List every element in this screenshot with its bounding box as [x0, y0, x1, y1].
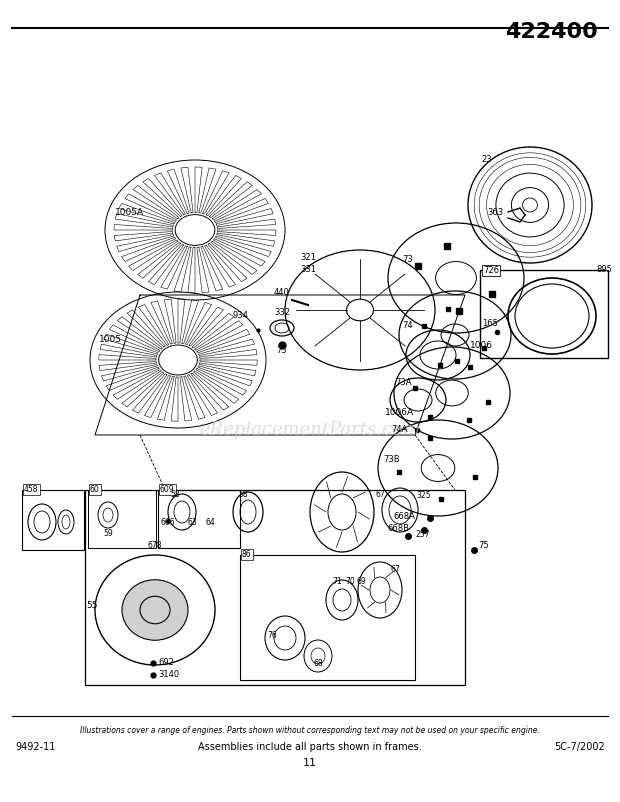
Text: 440: 440 — [274, 288, 290, 297]
Text: 55: 55 — [86, 601, 98, 610]
Text: 692: 692 — [158, 658, 174, 667]
Text: 1006A: 1006A — [386, 408, 415, 417]
Text: 609: 609 — [160, 485, 175, 494]
Text: 668A: 668A — [393, 512, 415, 521]
Text: 668B: 668B — [387, 524, 409, 533]
Text: 3140: 3140 — [158, 670, 179, 679]
Text: 70: 70 — [345, 577, 355, 586]
Text: 58: 58 — [238, 490, 248, 499]
Text: 1005: 1005 — [99, 335, 122, 344]
Text: 69: 69 — [356, 577, 366, 586]
Text: 74: 74 — [402, 321, 414, 330]
Text: 67: 67 — [390, 565, 400, 574]
Text: 75: 75 — [277, 346, 287, 355]
Bar — [480, 270, 608, 358]
Text: 934: 934 — [232, 311, 248, 320]
Text: 363: 363 — [487, 208, 503, 217]
Text: 1006: 1006 — [470, 341, 493, 350]
Text: Assemblies include all parts shown in frames.: Assemblies include all parts shown in fr… — [198, 742, 422, 752]
Text: 325: 325 — [416, 491, 430, 500]
Text: 58: 58 — [170, 490, 180, 499]
Ellipse shape — [122, 580, 188, 640]
Bar — [88, 490, 156, 548]
Text: 9492-11: 9492-11 — [15, 742, 55, 752]
Text: 59: 59 — [103, 529, 113, 538]
Text: 165: 165 — [482, 319, 498, 328]
Text: 73A: 73A — [396, 378, 412, 387]
Text: 74A: 74A — [392, 425, 408, 434]
Text: 86: 86 — [242, 550, 252, 559]
Text: 23: 23 — [482, 155, 492, 164]
Text: 331: 331 — [300, 265, 316, 274]
Text: 5C-7/2002: 5C-7/2002 — [554, 742, 605, 752]
Text: 422400: 422400 — [505, 22, 598, 42]
Text: 332: 332 — [274, 308, 290, 317]
Text: 73: 73 — [402, 255, 414, 264]
Bar — [22, 490, 84, 550]
Text: 73B: 73B — [384, 455, 401, 464]
Text: 11: 11 — [303, 758, 317, 768]
Text: 257: 257 — [416, 530, 430, 539]
Text: 726: 726 — [483, 266, 499, 275]
Text: 1005A: 1005A — [115, 208, 144, 217]
Text: 68: 68 — [313, 659, 323, 668]
Text: 321: 321 — [300, 253, 316, 262]
Bar — [158, 490, 240, 548]
Text: 71: 71 — [332, 577, 342, 586]
Text: 666: 666 — [161, 518, 175, 527]
Text: 63: 63 — [187, 518, 197, 527]
Text: 64: 64 — [205, 518, 215, 527]
Text: 67: 67 — [375, 490, 385, 499]
Text: Illustrations cover a range of engines. Parts shown without corresponding text m: Illustrations cover a range of engines. … — [80, 726, 540, 735]
Text: 458: 458 — [24, 485, 38, 494]
Text: 75: 75 — [478, 541, 489, 550]
Text: 895: 895 — [596, 265, 612, 274]
Bar — [85, 490, 465, 685]
Text: 60: 60 — [90, 485, 100, 494]
Text: eReplacementParts.com: eReplacementParts.com — [200, 421, 420, 439]
Text: 678: 678 — [148, 541, 162, 550]
Bar — [240, 555, 415, 680]
Text: 76: 76 — [267, 631, 277, 640]
